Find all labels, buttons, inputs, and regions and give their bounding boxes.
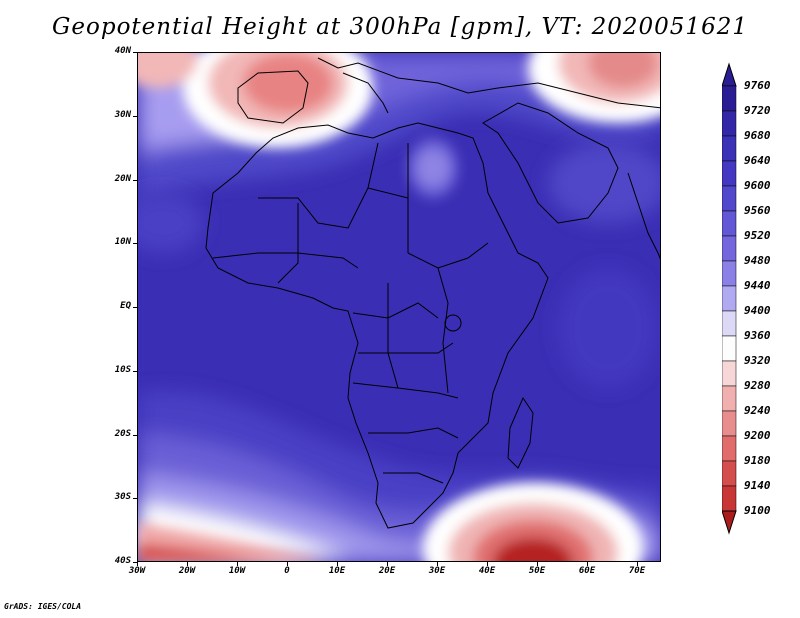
latitude-tick (133, 498, 137, 500)
latitude-label: 20N (114, 173, 131, 184)
latitude-tick (133, 243, 137, 245)
northeast-red-cell (528, 53, 660, 123)
latitude-label: 20S (114, 428, 131, 439)
latitude-label: 10S (114, 364, 131, 375)
latitude-label: 30N (114, 109, 131, 120)
colorbar-segment (722, 310, 737, 337)
longitude-tick (487, 562, 488, 566)
coastlines (205, 57, 660, 529)
longitude-tick (187, 562, 188, 566)
longitude-label: 0 (284, 566, 290, 576)
longitude-tick (287, 562, 288, 566)
longitude-tick (537, 562, 538, 566)
longitude-tick (637, 562, 638, 566)
longitude-label: 40E (478, 566, 496, 576)
footer-credit: GrADS: IGES/COLA (4, 602, 82, 611)
colorbar-segment (722, 235, 737, 262)
longitude-tick (437, 562, 438, 566)
colorbar-label: 9400 (744, 304, 771, 317)
latitude-tick (133, 52, 137, 53)
colorbar-label: 9100 (744, 504, 771, 517)
latitude-tick (133, 370, 137, 372)
longitude-label: 70E (628, 566, 646, 576)
colorbar-segment (722, 335, 737, 362)
longitude-label: 60E (578, 566, 596, 576)
colorbar-label: 9480 (744, 254, 771, 267)
colorbar-segment (722, 385, 737, 412)
colorbar-label: 9140 (744, 479, 771, 492)
colorbar-label: 9200 (744, 429, 771, 442)
longitude-label: 20E (378, 566, 396, 576)
southwest-red-cell (138, 523, 322, 561)
southeast-red-cell (423, 483, 643, 561)
latitude-label: 10N (114, 237, 131, 248)
height-field (138, 53, 660, 561)
colorbar-label: 9600 (744, 179, 771, 192)
latitude-label: 30S (114, 492, 131, 503)
colorbar-segment (722, 85, 737, 112)
longitude-label: 30W (128, 566, 146, 576)
colorbar-top-arrow (722, 62, 737, 87)
map-title: Geopotential Height at 300hPa [gpm], VT:… (52, 14, 748, 40)
colorbar-segment (722, 135, 737, 162)
latitude-label: EQ (120, 301, 131, 311)
colorbar-label: 9680 (744, 129, 771, 142)
colorbar-segment (722, 435, 737, 462)
egypt-light-blob (408, 138, 458, 198)
colorbar-segment (722, 110, 737, 137)
colorbar-label: 9180 (744, 454, 771, 467)
colorbar-label: 9720 (744, 104, 771, 117)
longitude-tick (587, 562, 588, 566)
colorbar-label: 9640 (744, 154, 771, 167)
colorbar-label: 9520 (744, 229, 771, 242)
longitude-label: 20W (178, 566, 196, 576)
colorbar-segment (722, 285, 737, 312)
longitude-label: 10E (328, 566, 346, 576)
colorbar-segment (722, 360, 737, 387)
colorbar (722, 62, 737, 535)
longitude-label: 50E (528, 566, 546, 576)
colorbar-label: 9760 (744, 79, 771, 92)
colorbar-segment (722, 410, 737, 437)
colorbar-label: 9320 (744, 354, 771, 367)
longitude-tick (237, 562, 238, 566)
longitude-tick (337, 562, 338, 566)
colorbar-segment (722, 485, 737, 512)
latitude-label: 40S (114, 556, 131, 566)
colorbar-label: 9240 (744, 404, 771, 417)
latitude-tick (133, 115, 137, 117)
latitude-tick (133, 179, 137, 181)
colorbar-segment (722, 460, 737, 487)
longitude-tick (387, 562, 388, 566)
colorbar-label: 9360 (744, 329, 771, 342)
latitude-label: 40N (114, 46, 131, 56)
colorbar-label: 9560 (744, 204, 771, 217)
colorbar-segment (722, 160, 737, 187)
latitude-tick (133, 562, 137, 563)
latitude-tick (133, 434, 137, 436)
colorbar-label: 9440 (744, 279, 771, 292)
colorbar-segment (722, 260, 737, 287)
longitude-label: 10W (228, 566, 246, 576)
iberia-red-cell (138, 53, 373, 148)
latitude-tick (133, 307, 137, 308)
colorbar-segment (722, 185, 737, 212)
colorbar-bottom-arrow (722, 510, 737, 535)
map-plot-area (137, 52, 661, 562)
colorbar-segment (722, 210, 737, 237)
longitude-label: 30E (428, 566, 446, 576)
colorbar-label: 9280 (744, 379, 771, 392)
longitude-tick (137, 562, 138, 566)
